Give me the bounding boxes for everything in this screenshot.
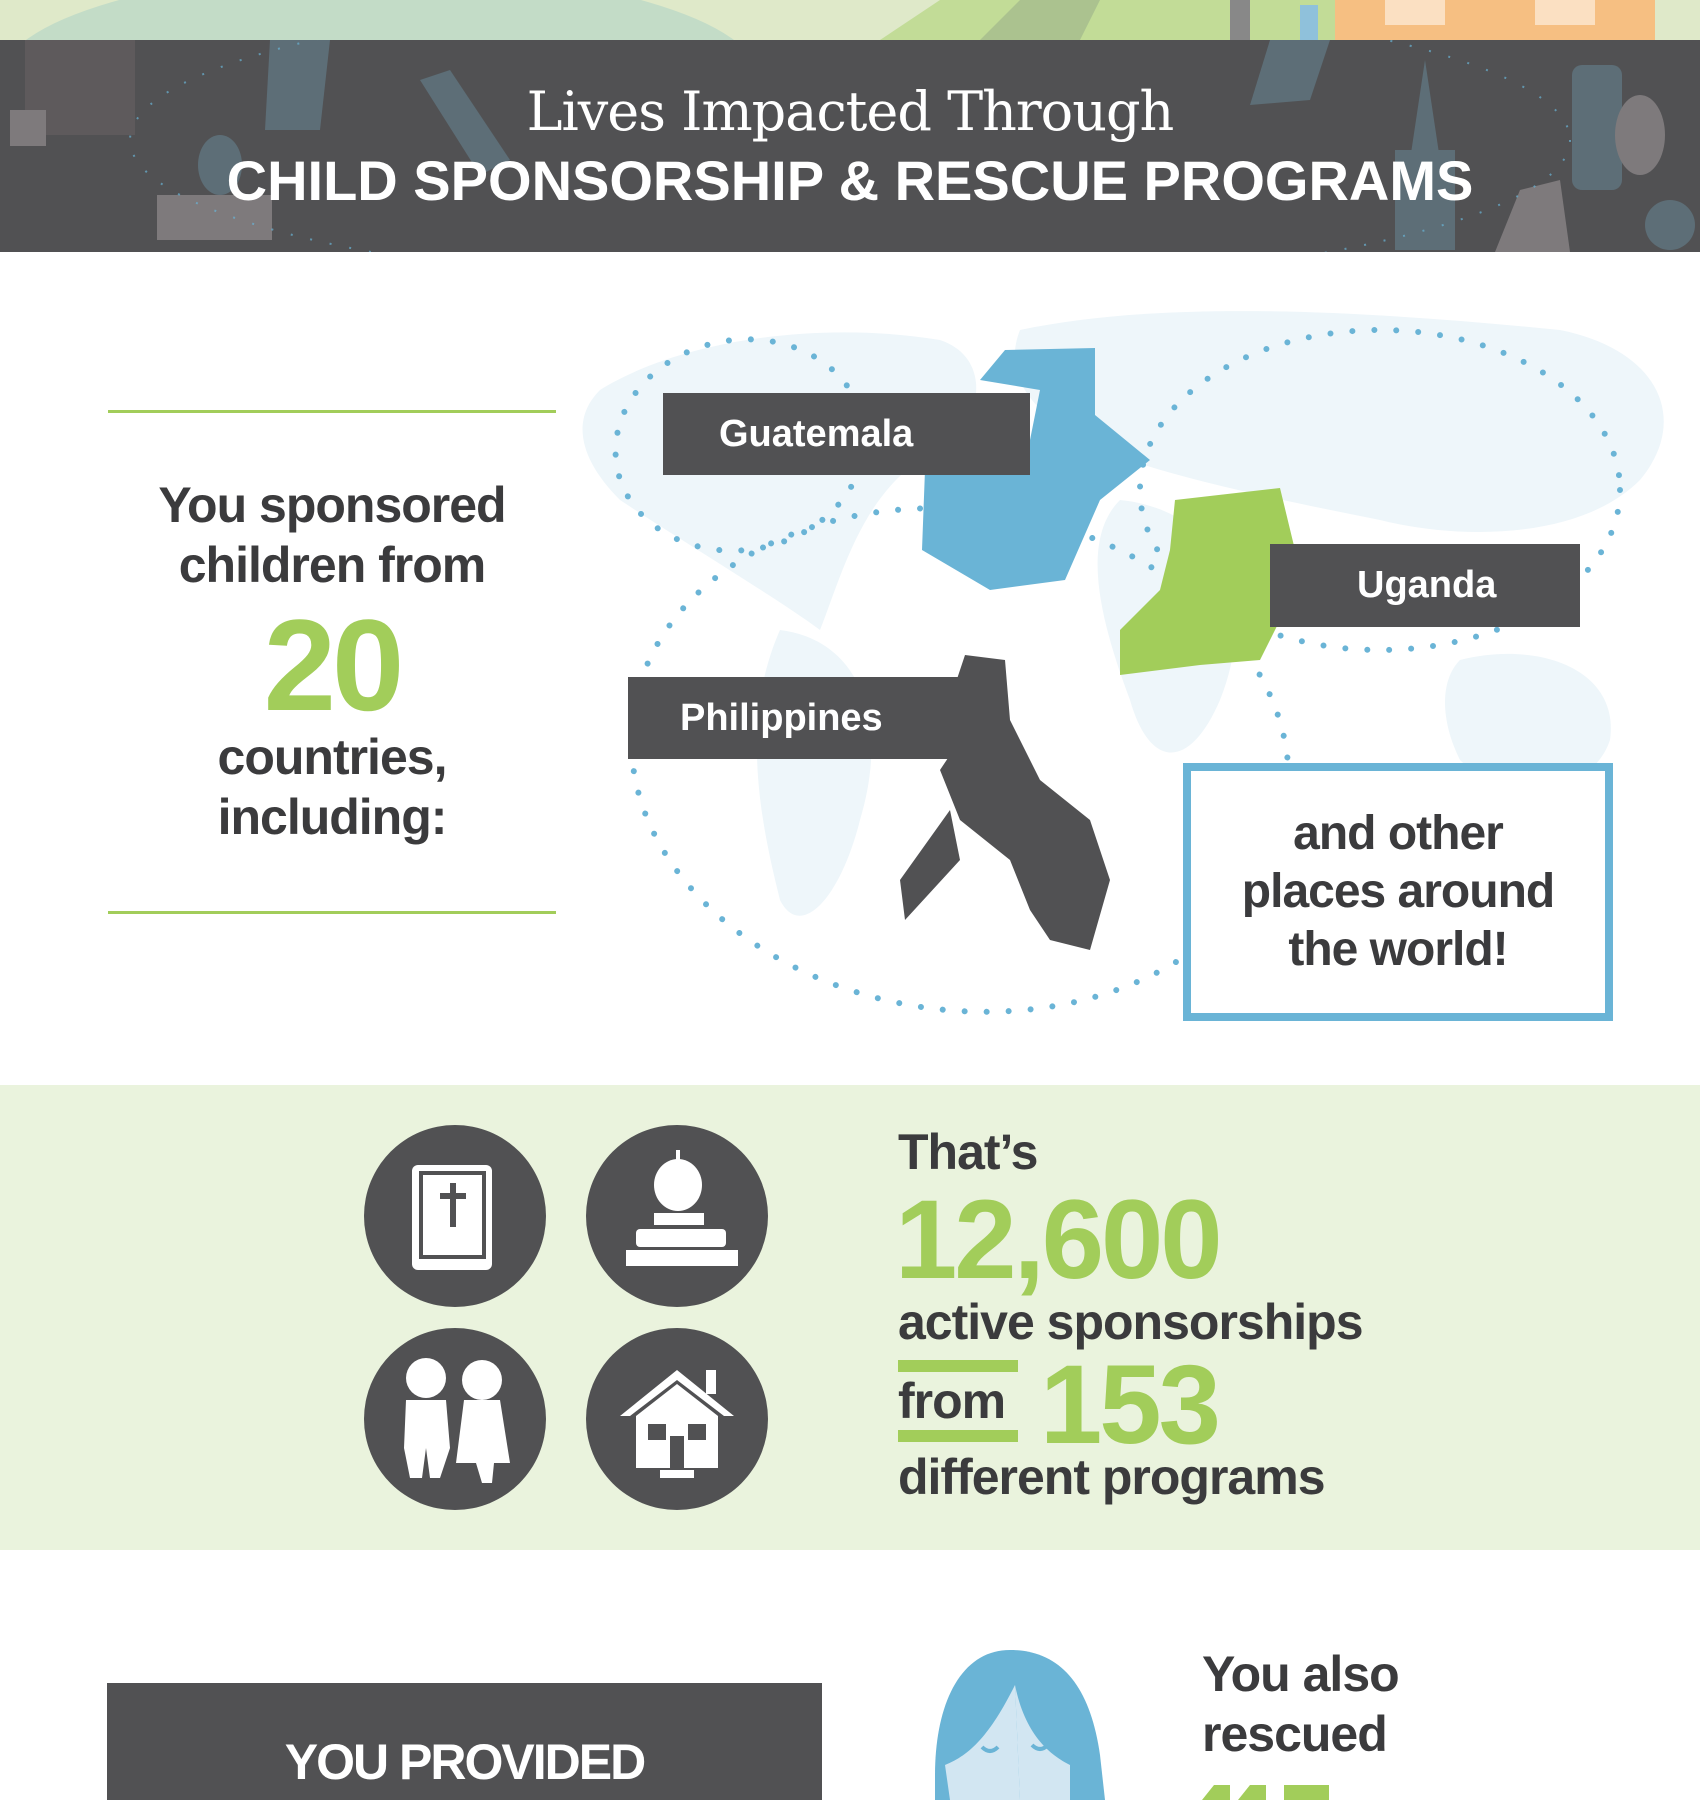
rescued-count-partial xyxy=(1202,1785,1362,1800)
title-line-1: Lives Impacted Through xyxy=(526,80,1175,143)
from-bar-top xyxy=(898,1360,1018,1372)
thats-text: That’s xyxy=(898,1124,1038,1180)
countries-count: 20 xyxy=(263,592,405,738)
provided-text: YOU PROVIDED xyxy=(284,1734,646,1790)
landscape-illustration xyxy=(0,0,1700,40)
label-guatemala: Guatemala xyxy=(663,393,1030,475)
apple-books-icon xyxy=(586,1125,768,1307)
sponsorships-label: active sponsorships xyxy=(898,1294,1363,1350)
rescued-line-1: You also xyxy=(1202,1646,1400,1702)
bible-icon xyxy=(364,1125,546,1307)
sponsored-line-1: You sponsored xyxy=(158,477,506,533)
sponsored-line-2: children from xyxy=(178,537,486,593)
header-banner: Lives Impacted Through CHILD SPONSORSHIP… xyxy=(0,40,1700,252)
programs-count: 153 xyxy=(1040,1342,1221,1467)
guatemala-shape xyxy=(922,348,1150,590)
rescued-line-2: rescued xyxy=(1202,1706,1388,1762)
provided-box: YOU PROVIDED xyxy=(107,1683,822,1800)
house-icon xyxy=(586,1328,768,1510)
header-background-icons xyxy=(10,40,1695,252)
sponsored-line-3: countries, xyxy=(217,729,448,785)
rescued-girl-illustration xyxy=(935,1650,1105,1800)
uganda-shape xyxy=(1120,488,1310,675)
from-text: from xyxy=(898,1373,1006,1429)
from-bar-bottom xyxy=(898,1430,1018,1442)
other-places-box: and other places around the world! xyxy=(1183,763,1613,1021)
sponsorship-band xyxy=(0,1085,1700,1550)
divider-bottom xyxy=(108,911,556,914)
sponsored-line-4: including: xyxy=(217,789,448,845)
other-places-text: and other places around the world! xyxy=(1241,807,1555,976)
title-line-2: CHILD SPONSORSHIP & RESCUE PROGRAMS xyxy=(226,149,1474,212)
label-philippines: Philippines xyxy=(628,677,1000,759)
label-uganda: Uganda xyxy=(1270,544,1580,627)
programs-label: different programs xyxy=(898,1449,1326,1505)
sponsorships-count: 12,600 xyxy=(895,1177,1223,1302)
children-icon xyxy=(364,1328,546,1510)
divider-top xyxy=(108,410,556,413)
